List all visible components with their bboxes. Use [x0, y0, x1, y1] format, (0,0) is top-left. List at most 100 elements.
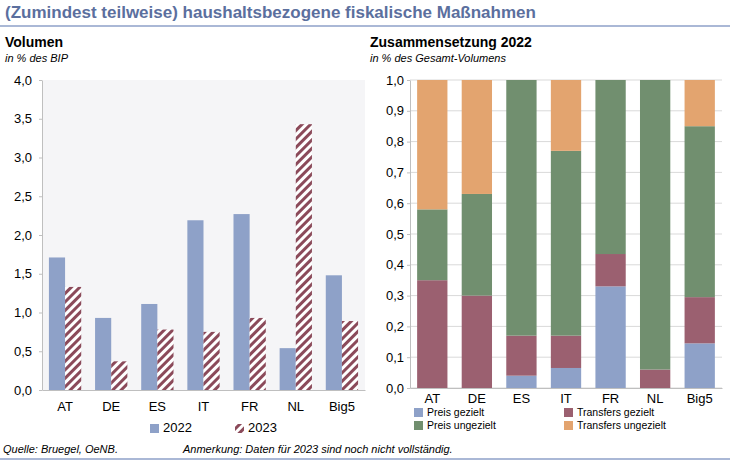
bar-segment — [551, 336, 581, 368]
tick-label: FR — [602, 391, 619, 406]
title-rule — [0, 25, 730, 27]
bar-segment — [506, 336, 536, 376]
page-title: (Zumindest teilweise) haushaltsbezogene … — [5, 3, 536, 22]
tick-mark — [39, 196, 42, 197]
tick-mark — [407, 357, 410, 358]
tick-label: 2,5 — [14, 189, 32, 204]
legend-item: 2022 — [150, 420, 192, 435]
bar — [65, 287, 81, 390]
bar-segment — [551, 368, 581, 388]
x-tick: FR — [241, 399, 258, 414]
legend-item: 2023 — [235, 420, 277, 435]
tick-mark — [407, 265, 410, 266]
tick-label: 0,4 — [386, 257, 404, 272]
legend-item: Transfers gezielt — [564, 406, 654, 418]
tick-label: DE — [468, 391, 486, 406]
tick-label: Big5 — [687, 391, 713, 406]
bar-segment — [685, 126, 715, 297]
tick-label: DE — [102, 399, 120, 414]
x-tick: ES — [149, 399, 167, 414]
tick-label: 2,0 — [14, 228, 32, 243]
tick-label: 0,7 — [386, 165, 404, 180]
tick-label: 3,0 — [14, 150, 32, 165]
tick-label: AT — [424, 391, 440, 406]
tick-label: 0,3 — [386, 288, 404, 303]
bar-segment — [551, 151, 581, 336]
x-axis: AT DE ES IT FR NL Big5 — [43, 391, 366, 415]
bar — [95, 318, 111, 390]
x-tick: AT — [424, 391, 440, 406]
chart-title: Zusammensetzung 2022 — [370, 34, 532, 50]
legend-label: Transfers gezielt — [577, 406, 654, 418]
y-tick: 0,1 — [386, 350, 410, 365]
source: Quelle: Bruegel, OeNB. — [3, 443, 118, 455]
bar-segment — [640, 80, 670, 81]
bar-segment — [462, 80, 492, 194]
bar-segment — [685, 343, 715, 388]
bar-segment — [417, 280, 447, 388]
y-tick: 0,9 — [386, 103, 410, 118]
bar-segment — [640, 370, 670, 388]
tick-label: FR — [241, 399, 258, 414]
bar-segment — [595, 80, 625, 254]
axis-line — [43, 390, 366, 391]
legend-label: 2023 — [248, 420, 277, 435]
legend-item: Transfers ungezielt — [564, 419, 666, 431]
tick-label: NL — [647, 391, 664, 406]
bar-segment — [417, 209, 447, 280]
tick-mark — [407, 296, 410, 297]
plot-background — [42, 80, 365, 390]
chart-subtitle: in % des BIP — [5, 52, 69, 64]
tick-label: Big5 — [329, 399, 355, 414]
tick-label: AT — [57, 399, 73, 414]
note: Anmerkung: Daten für 2023 sind noch nich… — [182, 443, 453, 455]
tick-label: IT — [198, 399, 210, 414]
bar — [233, 214, 249, 390]
tick-label: 4,0 — [14, 73, 32, 88]
axis-line — [411, 388, 723, 389]
tick-label: 0,0 — [14, 383, 32, 398]
plot-background — [410, 80, 722, 388]
tick-mark — [39, 158, 42, 159]
tick-label: 0,6 — [386, 196, 404, 211]
tick-label: 0,9 — [386, 103, 404, 118]
x-tick: Big5 — [687, 391, 713, 406]
bar — [326, 275, 342, 390]
tick-mark — [407, 80, 410, 81]
y-tick: 0,6 — [386, 196, 410, 211]
bar — [111, 361, 127, 390]
chart-panel: Volumenin % des BIP0,00,51,01,52,02,53,0… — [5, 34, 366, 435]
y-tick: 0,2 — [386, 319, 410, 334]
tick-mark — [407, 111, 410, 112]
bar-segment — [462, 194, 492, 296]
tick-label: 3,5 — [14, 111, 32, 126]
legend: 2022 2023 — [150, 420, 277, 435]
tick-label: IT — [560, 391, 572, 406]
legend-swatch — [414, 421, 423, 430]
tick-mark — [407, 326, 410, 327]
x-tick: Big5 — [329, 399, 355, 414]
y-tick: 0,5 — [386, 227, 410, 242]
axis-line — [42, 81, 43, 391]
legend: Preis gezielt Transfers gezielt Preis unge… — [414, 406, 666, 431]
legend-swatch — [235, 424, 244, 433]
bar-segment — [685, 297, 715, 343]
tick-mark — [407, 203, 410, 204]
legend-item: Preis gezielt — [414, 406, 484, 418]
x-tick: IT — [560, 391, 572, 406]
tick-mark — [39, 313, 42, 314]
x-tick: NL — [287, 399, 304, 414]
tick-mark — [39, 235, 42, 236]
bar — [280, 348, 296, 390]
x-tick: ES — [513, 391, 531, 406]
y-axis: 0,00,10,20,30,40,50,60,70,80,91,0 — [386, 73, 411, 396]
chart-subtitle: in % des Gesamt-Volumens — [370, 52, 506, 64]
tick-label: ES — [513, 391, 531, 406]
chart-panel: Zusammensetzung 2022 in % des Gesamt-Volu… — [370, 34, 723, 431]
legend-label: Preis ungezielt — [427, 419, 496, 431]
tick-label: NL — [287, 399, 304, 414]
bar-segment — [595, 254, 625, 286]
x-tick: DE — [468, 391, 486, 406]
legend-label: Preis gezielt — [427, 406, 484, 418]
y-tick: 1,5 — [14, 266, 42, 281]
